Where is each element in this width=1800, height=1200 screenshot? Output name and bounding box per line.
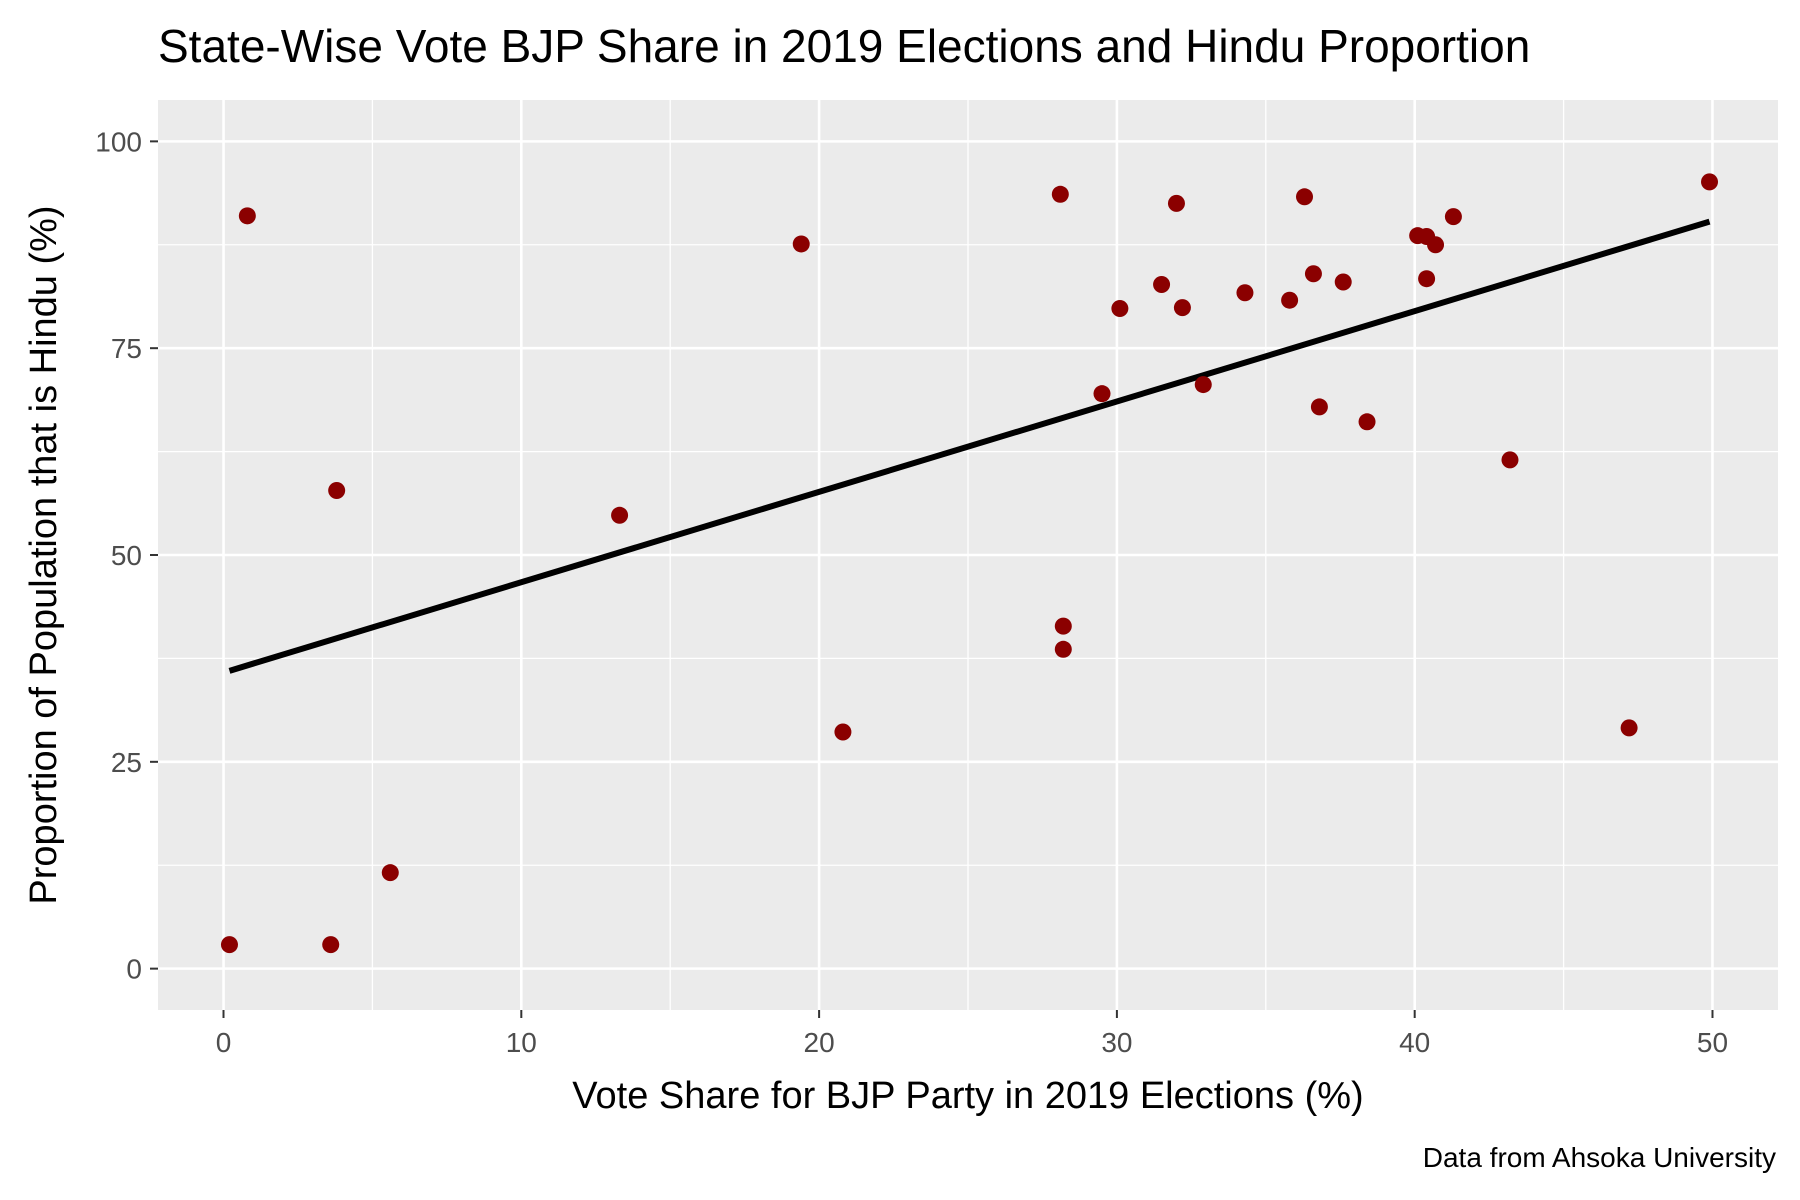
data-point	[1111, 299, 1129, 317]
data-point	[1620, 719, 1638, 737]
data-point	[1281, 291, 1299, 309]
trend-line-group	[228, 218, 1711, 674]
data-point	[1427, 236, 1445, 254]
data-point	[1173, 299, 1191, 317]
major-gridlines	[158, 100, 1778, 1010]
data-point	[1051, 185, 1069, 203]
data-point	[1501, 451, 1519, 469]
data-point	[611, 506, 629, 524]
data-point	[1310, 398, 1328, 416]
data-point	[834, 723, 852, 741]
x-tick-label: 10	[506, 1027, 537, 1058]
y-axis-ticks: 0 25 50 75 100	[95, 126, 158, 985]
data-point	[1236, 284, 1254, 302]
data-point	[238, 207, 256, 225]
data-point	[328, 481, 346, 499]
x-tick-label: 50	[1697, 1027, 1728, 1058]
data-point	[381, 864, 399, 882]
data-point	[1296, 188, 1314, 206]
data-point	[1444, 208, 1462, 226]
data-point	[792, 235, 810, 253]
x-tick-label: 0	[216, 1027, 232, 1058]
data-point	[220, 936, 238, 954]
x-axis-ticks: 0 10 20 30 40 50	[216, 1010, 1728, 1058]
x-tick-label: 40	[1399, 1027, 1430, 1058]
data-point	[1418, 270, 1436, 288]
data-point	[1054, 640, 1072, 658]
y-tick-label: 75	[111, 333, 142, 364]
y-tick-label: 0	[126, 954, 142, 985]
x-tick-label: 30	[1101, 1027, 1132, 1058]
y-tick-label: 100	[95, 126, 142, 157]
data-point	[1194, 376, 1212, 394]
y-tick-label: 25	[111, 747, 142, 778]
data-point	[1093, 385, 1111, 403]
y-axis-label: Proportion of Population that is Hindu (…	[23, 205, 65, 904]
data-point	[1153, 275, 1171, 293]
trend-line	[228, 218, 1711, 674]
x-axis-label: Vote Share for BJP Party in 2019 Electio…	[572, 1075, 1363, 1117]
chart-caption: Data from Ahsoka University	[1423, 1142, 1776, 1173]
data-point	[1701, 173, 1719, 191]
chart-title: State-Wise Vote BJP Share in 2019 Electi…	[158, 20, 1530, 72]
data-point	[1334, 273, 1352, 291]
data-point	[1054, 617, 1072, 635]
data-point	[1304, 265, 1322, 283]
y-tick-label: 50	[111, 540, 142, 571]
data-points	[220, 173, 1719, 954]
data-point	[322, 936, 340, 954]
data-point	[1358, 413, 1376, 431]
x-tick-label: 20	[804, 1027, 835, 1058]
data-point	[1167, 194, 1185, 212]
